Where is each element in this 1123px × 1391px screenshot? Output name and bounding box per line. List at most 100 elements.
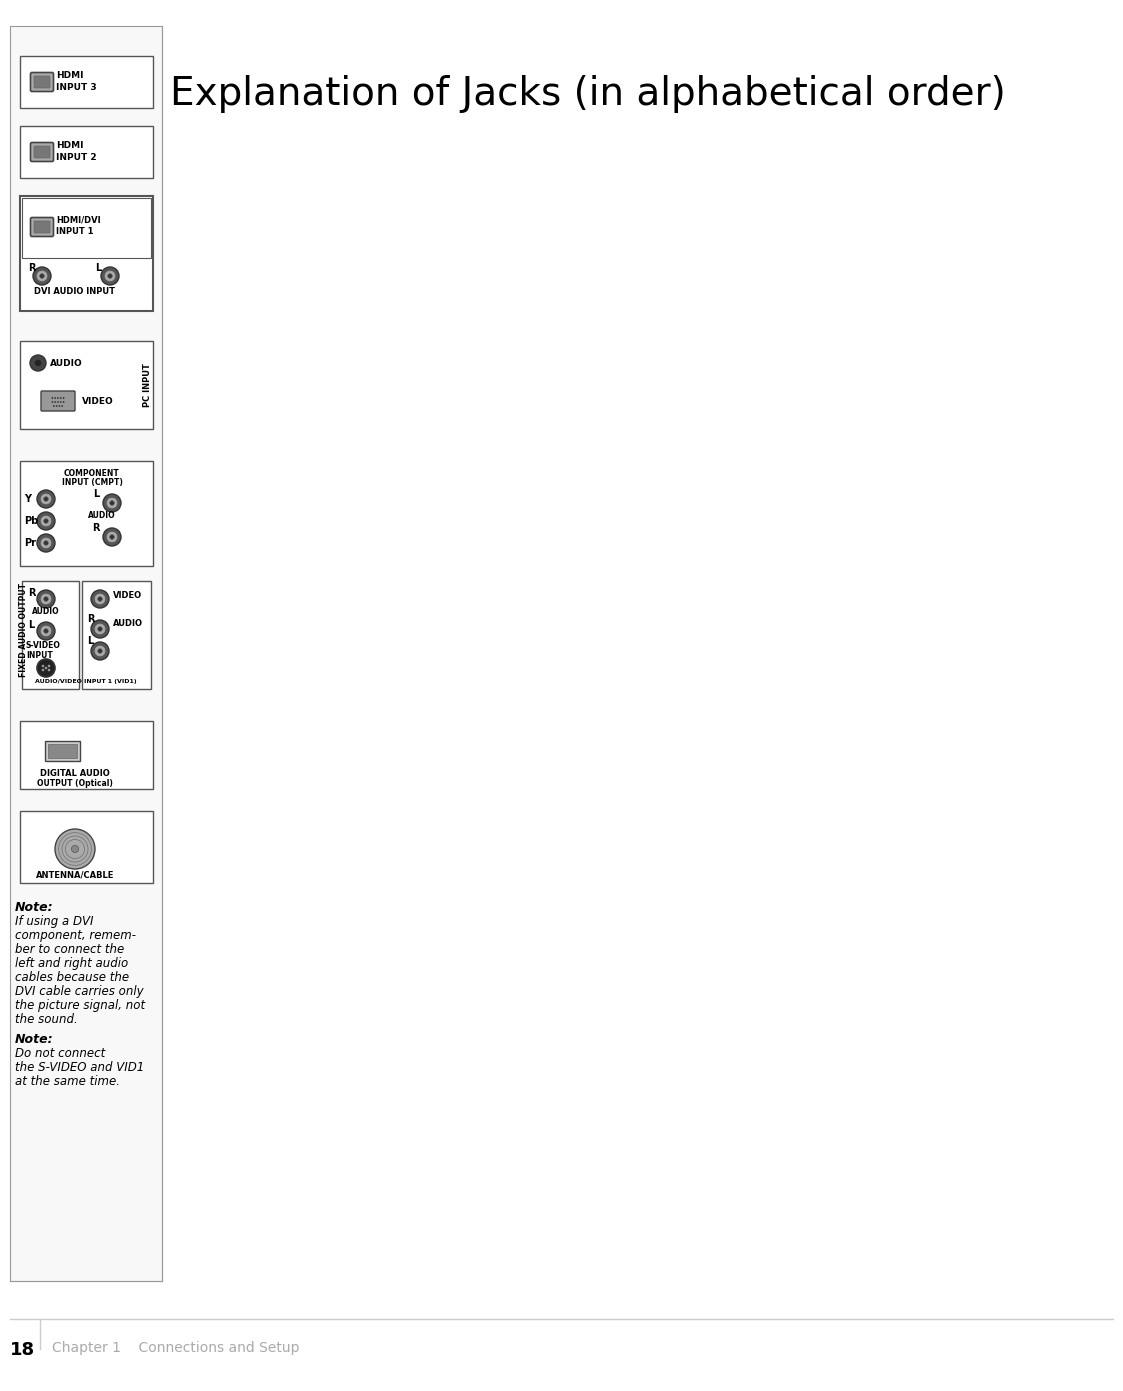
FancyBboxPatch shape (42, 391, 75, 410)
Text: AUDIO: AUDIO (113, 619, 143, 627)
Bar (22, 198, 150, 257)
Circle shape (52, 396, 53, 399)
Text: S-VIDEO: S-VIDEO (26, 641, 61, 651)
Circle shape (95, 645, 104, 657)
Circle shape (107, 531, 117, 542)
Bar (47, 744, 76, 758)
Bar (20, 811, 153, 883)
Text: L: L (86, 636, 93, 645)
Circle shape (91, 620, 109, 638)
Text: AUDIO: AUDIO (31, 606, 60, 615)
Circle shape (42, 516, 51, 526)
Text: OUTPUT (Optical): OUTPUT (Optical) (37, 779, 113, 787)
Text: Note:: Note: (15, 1034, 54, 1046)
Text: AUDIO: AUDIO (89, 512, 116, 520)
Circle shape (47, 669, 51, 672)
FancyBboxPatch shape (30, 142, 54, 161)
Circle shape (103, 494, 121, 512)
Text: VIDEO: VIDEO (82, 396, 113, 406)
Circle shape (42, 594, 51, 604)
Circle shape (44, 497, 48, 501)
Circle shape (44, 597, 48, 601)
Text: at the same time.: at the same time. (15, 1075, 120, 1088)
Circle shape (53, 405, 55, 408)
Bar (82, 581, 150, 689)
Circle shape (110, 534, 115, 540)
Circle shape (42, 626, 51, 636)
FancyBboxPatch shape (34, 77, 51, 88)
Text: R: R (28, 263, 36, 273)
Text: Y: Y (24, 494, 31, 504)
Circle shape (95, 594, 104, 604)
Circle shape (37, 590, 55, 608)
Text: the sound.: the sound. (15, 1013, 77, 1027)
Circle shape (44, 629, 48, 633)
Text: component, remem-: component, remem- (15, 929, 136, 942)
Circle shape (72, 846, 79, 853)
Text: cables because the: cables because the (15, 971, 129, 983)
Text: DVI AUDIO INPUT: DVI AUDIO INPUT (35, 288, 116, 296)
Circle shape (42, 538, 51, 548)
Text: If using a DVI: If using a DVI (15, 915, 93, 928)
Bar (20, 460, 153, 566)
Circle shape (42, 665, 44, 668)
Text: DVI cable carries only: DVI cable carries only (15, 985, 144, 997)
Circle shape (106, 271, 115, 281)
Text: left and right audio: left and right audio (15, 957, 128, 970)
Text: L: L (95, 263, 101, 273)
Circle shape (91, 643, 109, 659)
Circle shape (37, 534, 55, 552)
Circle shape (37, 512, 55, 530)
Text: R: R (92, 523, 100, 533)
Text: INPUT 1: INPUT 1 (56, 228, 93, 236)
Text: L: L (28, 620, 34, 630)
Bar (20, 127, 153, 178)
Circle shape (54, 396, 56, 399)
FancyBboxPatch shape (30, 72, 54, 92)
Circle shape (44, 519, 48, 523)
Circle shape (103, 529, 121, 547)
Text: COMPONENT: COMPONENT (64, 469, 120, 477)
Circle shape (63, 396, 64, 399)
Text: the S-VIDEO and VID1: the S-VIDEO and VID1 (15, 1061, 144, 1074)
Circle shape (57, 396, 58, 399)
Circle shape (91, 590, 109, 608)
Text: R: R (28, 588, 36, 598)
Text: Note:: Note: (15, 901, 54, 914)
Text: Chapter 1    Connections and Setup: Chapter 1 Connections and Setup (52, 1341, 300, 1355)
Circle shape (58, 405, 61, 408)
Circle shape (107, 498, 117, 508)
Bar (45, 741, 80, 761)
FancyBboxPatch shape (34, 146, 51, 159)
Circle shape (60, 401, 62, 403)
FancyBboxPatch shape (34, 221, 51, 234)
Text: INPUT (CMPT): INPUT (CMPT) (62, 479, 122, 487)
Bar (10, 26, 162, 1281)
Text: PC INPUT: PC INPUT (143, 363, 152, 408)
Circle shape (98, 627, 102, 632)
Text: FIXED AUDIO OUTPUT: FIXED AUDIO OUTPUT (19, 583, 28, 677)
Text: ANTENNA/CABLE: ANTENNA/CABLE (36, 871, 115, 879)
Text: AUDIO: AUDIO (51, 359, 83, 367)
Circle shape (37, 622, 55, 640)
Circle shape (44, 541, 48, 545)
Text: INPUT: INPUT (26, 651, 53, 659)
Circle shape (110, 501, 115, 505)
Text: R: R (86, 613, 94, 625)
Text: Pr: Pr (24, 538, 36, 548)
Text: HDMI: HDMI (56, 142, 83, 150)
Bar (20, 721, 153, 789)
Text: Do not connect: Do not connect (15, 1047, 106, 1060)
Circle shape (60, 396, 62, 399)
Bar (20, 56, 153, 108)
Circle shape (47, 665, 51, 668)
Circle shape (39, 274, 44, 278)
Text: DIGITAL AUDIO: DIGITAL AUDIO (40, 768, 110, 778)
Bar (22, 581, 79, 689)
Circle shape (35, 360, 42, 366)
Circle shape (63, 401, 64, 403)
Circle shape (54, 401, 56, 403)
Text: INPUT 3: INPUT 3 (56, 83, 97, 92)
Circle shape (56, 405, 57, 408)
Circle shape (98, 648, 102, 654)
